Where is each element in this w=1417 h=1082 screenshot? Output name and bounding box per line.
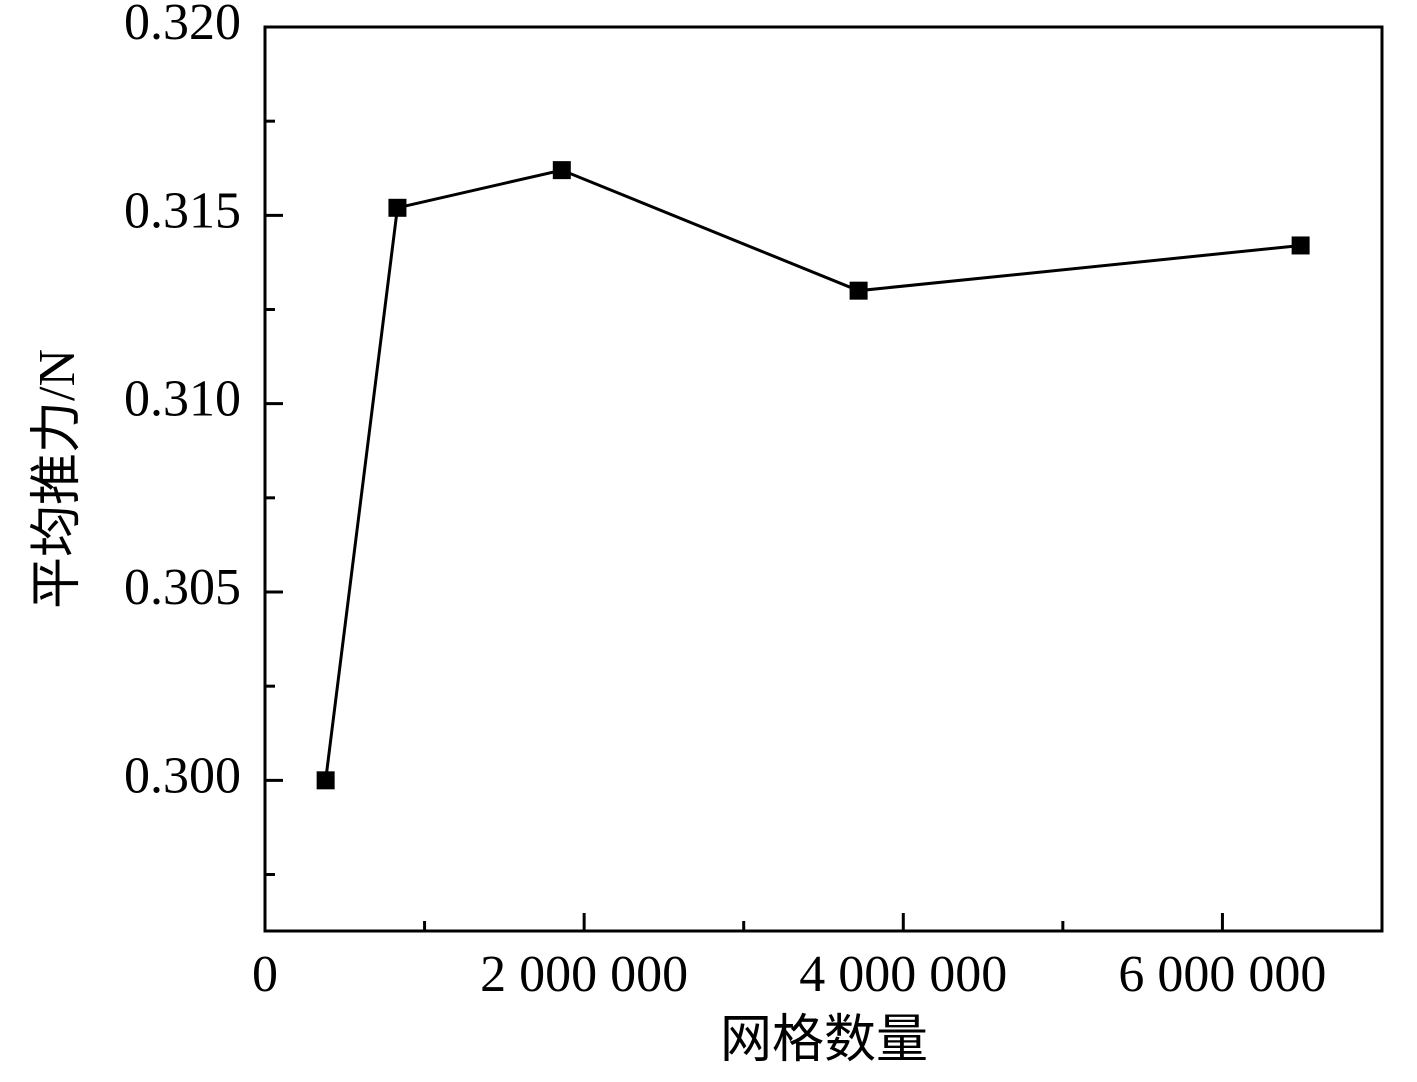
y-axis-label: 平均推力/N bbox=[29, 349, 86, 609]
x-axis-label: 网格数量 bbox=[720, 1012, 928, 1069]
x-tick-label: 0 bbox=[252, 946, 278, 1003]
y-tick-label: 0.315 bbox=[124, 182, 241, 239]
data-point bbox=[316, 771, 335, 790]
x-tick-label: 4 000 000 bbox=[799, 946, 1007, 1003]
data-point bbox=[1291, 236, 1310, 255]
y-tick-label: 0.300 bbox=[124, 747, 241, 804]
plot-frame bbox=[263, 25, 1384, 933]
y-tick-label: 0.305 bbox=[124, 559, 241, 616]
data-point bbox=[849, 281, 868, 300]
x-tick-label: 2 000 000 bbox=[480, 946, 688, 1003]
series-line bbox=[324, 168, 1301, 781]
data-point bbox=[552, 161, 571, 180]
y-tick-label: 0.310 bbox=[124, 371, 241, 428]
x-tick-label: 6 000 000 bbox=[1118, 946, 1326, 1003]
data-point bbox=[388, 198, 407, 217]
y-tick-label: 0.320 bbox=[124, 0, 241, 51]
